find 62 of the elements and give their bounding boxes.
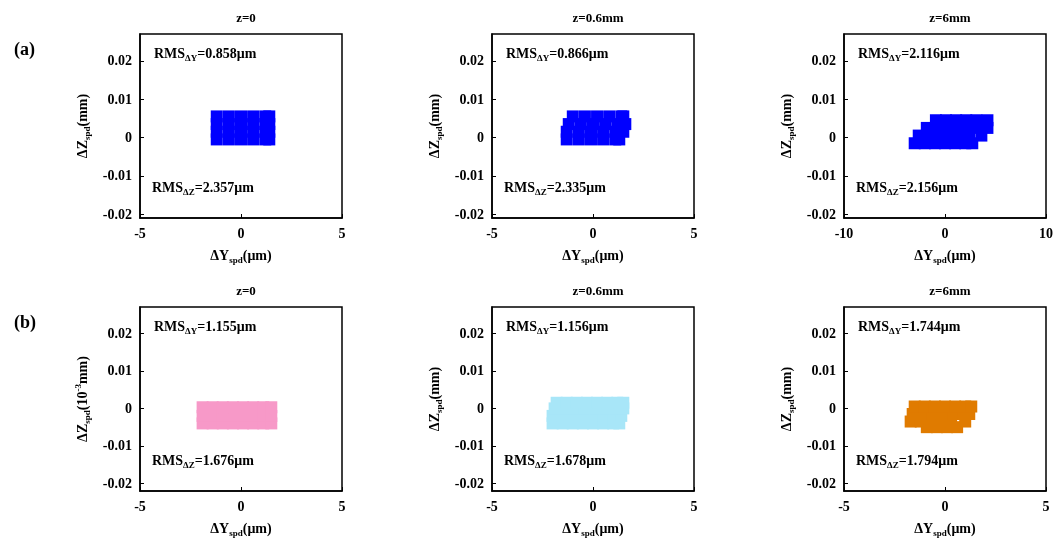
- y-tick-label: -0.02: [454, 475, 484, 491]
- y-tick-label: -0.01: [454, 438, 484, 454]
- y-tick-label: -0.02: [102, 475, 132, 491]
- y-tick-label: 0.01: [459, 363, 484, 379]
- y-tick-label: 0.02: [811, 53, 836, 69]
- y-tick-label: 0: [125, 130, 132, 145]
- y-tick-label: -0.02: [806, 475, 836, 491]
- x-tick-label: 0: [589, 225, 597, 241]
- y-tick-label: 0: [829, 130, 836, 145]
- y-tick-label: 0.02: [107, 325, 132, 341]
- x-tick-label: -5: [486, 498, 498, 514]
- x-tick-label: 0: [589, 498, 597, 514]
- text: (b): [14, 312, 36, 333]
- y-tick-label: 0.01: [459, 91, 484, 107]
- x-tick-label: 0: [941, 498, 949, 514]
- x-tick-label: 5: [1042, 498, 1050, 514]
- y-tick-label: -0.02: [102, 206, 132, 222]
- chart-title: z=6mm: [929, 10, 971, 25]
- y-tick-label: -0.02: [806, 206, 836, 222]
- y-tick-label: -0.01: [454, 168, 484, 184]
- text: (a): [14, 39, 35, 60]
- y-tick-label: 0.02: [811, 325, 836, 341]
- y-tick-label: -0.02: [454, 206, 484, 222]
- y-tick-label: 0: [125, 400, 132, 416]
- x-tick-label: -5: [838, 498, 850, 514]
- y-tick-label: 0.01: [811, 91, 836, 107]
- y-tick-label: -0.01: [806, 168, 836, 184]
- x-tick-label: 0: [237, 498, 245, 514]
- y-axis-title: ΔZspd(mm): [427, 366, 445, 432]
- y-tick-label: 0.02: [459, 325, 484, 341]
- x-tick-label: -5: [134, 498, 146, 514]
- chart-title: z=6mm: [929, 283, 971, 298]
- y-tick-label: 0.02: [107, 53, 132, 69]
- x-tick-label: -10: [834, 225, 854, 241]
- x-tick-label: 5: [690, 498, 698, 514]
- y-axis-title: ΔZspd(mm): [779, 366, 797, 432]
- x-tick-label: -5: [134, 225, 146, 241]
- y-axis-title: ΔZspd(mm): [75, 93, 93, 159]
- y-axis-title: ΔZspd(mm): [779, 93, 797, 159]
- x-tick-label: 10: [1039, 225, 1053, 241]
- x-tick-label: 0: [237, 225, 245, 241]
- x-tick-label: 5: [690, 225, 698, 241]
- chart-title: z=0.6mm: [572, 283, 624, 298]
- y-axis-title: ΔZspd(10-3mm): [73, 355, 93, 442]
- y-tick-label: 0: [829, 400, 836, 416]
- x-tick-label: 0: [941, 225, 949, 241]
- x-tick-label: -5: [486, 225, 498, 241]
- x-tick-label: 5: [338, 498, 346, 514]
- y-tick-label: 0.01: [811, 363, 836, 379]
- y-tick-label: 0.01: [107, 363, 132, 379]
- chart-title: z=0: [236, 283, 256, 298]
- chart-title: z=0: [236, 10, 256, 25]
- y-axis-title: ΔZspd(mm): [427, 93, 445, 159]
- y-tick-label: -0.01: [806, 438, 836, 454]
- y-tick-label: -0.01: [102, 168, 132, 184]
- y-tick-label: -0.01: [102, 438, 132, 454]
- y-tick-label: 0.01: [107, 91, 132, 107]
- y-tick-label: 0: [477, 400, 484, 416]
- chart-title: z=0.6mm: [572, 10, 624, 25]
- y-tick-label: 0.02: [459, 53, 484, 69]
- x-tick-label: 5: [338, 225, 346, 241]
- y-tick-label: 0: [477, 130, 484, 145]
